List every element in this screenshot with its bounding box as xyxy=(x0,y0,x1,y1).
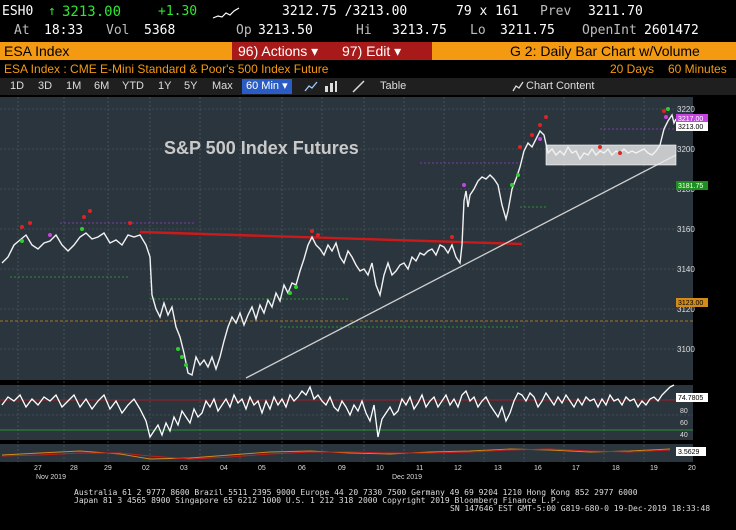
footer-line-1: Australia 61 2 9777 8600 Brazil 5511 239… xyxy=(74,488,638,497)
low-value: 3211.75 xyxy=(500,23,555,38)
x-tick: 20 xyxy=(688,465,696,472)
quote-row-1: ESH0 ↑ 3213.00 +1.30 3212.75 /3213.00 79… xyxy=(0,4,736,22)
x-tick: 13 xyxy=(494,465,502,472)
chart-content-button[interactable]: Chart Content xyxy=(526,80,595,92)
high-value: 3213.75 xyxy=(392,23,447,38)
prev-value: 3211.70 xyxy=(588,4,643,19)
osc-tick: 80 xyxy=(680,408,688,415)
security-field[interactable]: ESA Index xyxy=(4,43,70,59)
menu-bar: ESA Index 96) Actions ▾ 97) Edit ▾ G 2: … xyxy=(0,42,736,60)
draw-tool-icon[interactable] xyxy=(352,80,366,93)
range-days: 20 Days xyxy=(610,62,655,76)
consolidation-box xyxy=(545,144,677,166)
y-tick: 3220 xyxy=(677,105,695,114)
range-1m-button[interactable]: 1M xyxy=(66,80,82,92)
open-label: Op xyxy=(236,23,252,38)
x-tick: 02 xyxy=(142,465,150,472)
x-tick: 12 xyxy=(454,465,462,472)
x-tick: 04 xyxy=(220,465,228,472)
y-tick: 3120 xyxy=(677,305,695,314)
chart-type-icon[interactable] xyxy=(324,80,338,93)
net-change: +1.30 xyxy=(158,4,198,19)
price-tag-support: 3181.75 xyxy=(678,183,703,190)
line-chart-icon[interactable] xyxy=(304,80,318,93)
range-max-button[interactable]: Max xyxy=(212,80,233,92)
footer-line-2: Japan 81 3 4565 8900 Singapore 65 6212 1… xyxy=(74,496,561,505)
prev-label: Prev xyxy=(540,4,572,19)
oscillator-panel xyxy=(0,385,693,440)
osc-tick: 60 xyxy=(680,420,688,427)
vol-label: Vol xyxy=(106,23,130,38)
x-tick: 27 xyxy=(34,465,42,472)
y-tick: 3100 xyxy=(677,345,695,354)
quote-row-2: At 18:33 Vol 5368 Op 3213.50 Hi 3213.75 … xyxy=(0,23,736,41)
security-description: ESA Index : CME E-Mini Standard & Poor's… xyxy=(4,62,329,76)
y-tick: 3140 xyxy=(677,265,695,274)
at-label: At xyxy=(14,23,30,38)
range-ytd-button[interactable]: YTD xyxy=(122,80,144,92)
y-tick: 3200 xyxy=(677,145,695,154)
x-tick: 18 xyxy=(612,465,620,472)
x-tick: 05 xyxy=(258,465,266,472)
time-value: 18:33 xyxy=(44,23,84,38)
month-label: Dec 2019 xyxy=(392,474,422,481)
range-5y-button[interactable]: 5Y xyxy=(184,80,198,92)
low-label: Lo xyxy=(470,23,486,38)
macd-tag: 3.5629 xyxy=(678,449,700,456)
openint-label: OpenInt xyxy=(582,23,637,38)
vol-value: 5368 xyxy=(144,23,176,38)
resistance-trendline xyxy=(139,230,523,246)
oscillator-series xyxy=(1,384,675,439)
x-tick: 28 xyxy=(70,465,78,472)
price-series xyxy=(1,113,677,377)
interval-select[interactable]: 60 Min ▾ xyxy=(242,79,292,94)
price-tag-level: 3123.00 xyxy=(678,300,703,307)
range-1d-button[interactable]: 1D xyxy=(10,80,25,92)
x-tick: 03 xyxy=(180,465,188,472)
x-tick: 06 xyxy=(298,465,306,472)
chart-toolbar: 1D 3D 1M 6M YTD 1Y 5Y Max 60 Min ▾ Table… xyxy=(0,78,736,95)
chart-title: G 2: Daily Bar Chart w/Volume xyxy=(510,43,700,59)
bid-ask: 3212.75 /3213.00 xyxy=(282,4,408,19)
ticker[interactable]: ESH0 xyxy=(2,4,34,19)
footer-line-3: SN 147646 EST GMT-5:00 G819-680-0 19-Dec… xyxy=(450,504,711,513)
x-tick: 10 xyxy=(376,465,384,472)
range-3d-button[interactable]: 3D xyxy=(38,80,53,92)
chart-content-icon[interactable] xyxy=(512,80,524,93)
price-tag-last: 3213.00 xyxy=(678,124,703,131)
security-subheader: ESA Index : CME E-Mini Standard & Poor's… xyxy=(0,61,736,77)
range-1y-button[interactable]: 1Y xyxy=(158,80,172,92)
high-label: Hi xyxy=(356,23,372,38)
x-tick: 19 xyxy=(650,465,658,472)
last-price: 3213.00 xyxy=(62,4,122,20)
edit-menu[interactable]: 97) Edit ▾ xyxy=(336,42,432,60)
sparkline-icon xyxy=(212,7,240,19)
table-button[interactable]: Table xyxy=(380,80,407,92)
support-trendline xyxy=(245,154,677,379)
sequential-markers xyxy=(20,109,666,239)
x-tick: 11 xyxy=(416,465,423,472)
bid-ask-size: 79 x 161 xyxy=(456,4,519,19)
up-arrow-icon: ↑ xyxy=(48,4,56,19)
openint-value: 2601472 xyxy=(644,23,699,38)
x-tick: 09 xyxy=(338,465,346,472)
price-chart[interactable]: S&P 500 Index Futures 3220 3200 3180 316… xyxy=(0,95,736,530)
month-label: Nov 2019 xyxy=(36,474,66,481)
interval-label: 60 Minutes xyxy=(668,62,727,76)
range-6m-button[interactable]: 6M xyxy=(94,80,110,92)
open-value: 3213.50 xyxy=(258,23,313,38)
osc-tag-value: 74.7805 xyxy=(678,395,703,402)
price-tag-high: 3217.00 xyxy=(678,116,703,123)
overlay-title: S&P 500 Index Futures xyxy=(164,138,359,158)
y-tick: 3160 xyxy=(677,225,695,234)
x-tick: 17 xyxy=(572,465,580,472)
actions-menu[interactable]: 96) Actions ▾ xyxy=(232,42,340,60)
x-tick: 16 xyxy=(534,465,542,472)
x-tick: 29 xyxy=(104,465,112,472)
osc-tick: 40 xyxy=(680,432,688,439)
